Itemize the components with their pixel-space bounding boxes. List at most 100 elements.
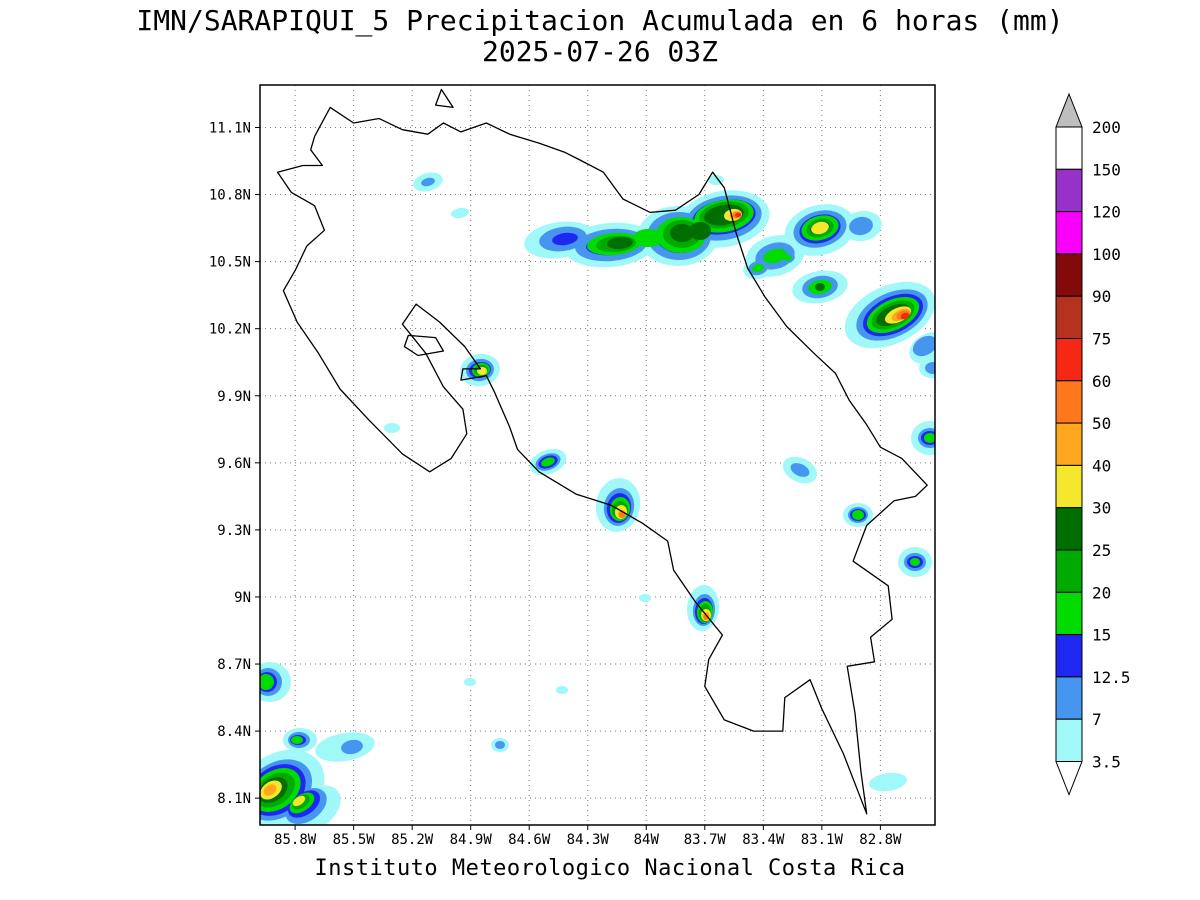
precip-cell bbox=[900, 312, 910, 320]
colorbar-band bbox=[1055, 126, 1083, 170]
precip-cell bbox=[924, 433, 935, 443]
island-outline bbox=[434, 88, 454, 109]
y-tick-label: 8.7N bbox=[217, 657, 251, 673]
colorbar-label: 50 bbox=[1092, 414, 1111, 433]
precip-cell bbox=[260, 674, 274, 690]
precip-cell bbox=[849, 216, 873, 236]
precip-cell bbox=[910, 558, 920, 566]
x-tick-label: 83.4W bbox=[742, 832, 785, 848]
precip-cell bbox=[451, 207, 469, 219]
colorbar-label: 40 bbox=[1092, 456, 1111, 475]
precip-cell bbox=[541, 457, 555, 467]
precip-cell bbox=[263, 784, 277, 796]
caption: Instituto Meteorologico Nacional Costa R… bbox=[314, 856, 905, 881]
precip-cell bbox=[384, 423, 400, 433]
colorbar-band bbox=[1055, 591, 1083, 636]
colorbar-band bbox=[1055, 380, 1083, 424]
precip-cell bbox=[689, 222, 711, 240]
precip-cell bbox=[912, 335, 935, 357]
colorbar-band bbox=[1055, 211, 1083, 255]
axis-labels: 85.8W 85.5W 85.2W 84.9W 84.6W 84.3W 84W 83.7W 83… bbox=[209, 120, 902, 848]
colorbar: 200 150 120 100 90 75 60 50 40 30 25 20 15 12.5 7 3.5 bbox=[1055, 92, 1131, 796]
colorbar-band bbox=[1055, 464, 1083, 509]
precip-cell bbox=[552, 232, 578, 246]
colorbar-label: 60 bbox=[1092, 372, 1111, 391]
colorbar-label: 100 bbox=[1092, 245, 1121, 264]
x-tick-label: 85.5W bbox=[333, 832, 376, 848]
plot-frame bbox=[259, 84, 936, 826]
colorbar-label: 90 bbox=[1092, 287, 1111, 306]
precip-cell bbox=[292, 795, 306, 807]
x-tick-label: 83.1W bbox=[801, 832, 844, 848]
colorbar-band bbox=[1055, 718, 1083, 763]
precip-cell bbox=[815, 283, 825, 291]
x-tick-label: 83.7W bbox=[684, 832, 727, 848]
colorbar-band bbox=[1055, 634, 1083, 678]
y-tick-label: 11.1N bbox=[209, 120, 251, 136]
y-tick-label: 9.9N bbox=[217, 389, 251, 405]
precip-cell bbox=[735, 212, 741, 218]
precip-cell bbox=[477, 367, 487, 375]
colorbar-label: 30 bbox=[1092, 499, 1111, 518]
precip-cell bbox=[421, 177, 435, 187]
x-tick-label: 84.9W bbox=[450, 832, 493, 848]
precip-cell bbox=[752, 263, 764, 273]
precip-cell bbox=[464, 678, 476, 686]
colorbar-band bbox=[1055, 422, 1083, 466]
lat-lon-grid bbox=[260, 85, 935, 825]
colorbar-arrow-bottom bbox=[1055, 761, 1083, 796]
y-tick-label: 10.5N bbox=[209, 255, 251, 271]
precip-cell bbox=[639, 594, 651, 602]
costa-rica-coastline bbox=[276, 106, 928, 815]
colorbar-band bbox=[1055, 549, 1083, 593]
y-tick-label: 9.3N bbox=[217, 523, 251, 539]
colorbar-band bbox=[1055, 253, 1083, 297]
x-tick-label: 82.8W bbox=[859, 832, 902, 848]
precipitation-shading bbox=[260, 172, 935, 825]
precip-cell bbox=[869, 772, 907, 792]
colorbar-label: 3.5 bbox=[1092, 753, 1121, 772]
x-tick-label: 85.8W bbox=[274, 832, 317, 848]
y-tick-label: 10.8N bbox=[209, 188, 251, 204]
colorbar-band bbox=[1055, 295, 1083, 340]
precip-cell bbox=[556, 686, 568, 694]
y-tick-label: 8.4N bbox=[217, 724, 251, 740]
x-tick-label: 84.6W bbox=[508, 832, 551, 848]
precip-cell bbox=[811, 221, 829, 235]
x-tick-label: 84W bbox=[634, 832, 660, 848]
colorbar-label: 15 bbox=[1092, 626, 1111, 645]
y-tick-label: 9N bbox=[234, 590, 251, 606]
precip-cell bbox=[784, 254, 792, 262]
coastline-layer bbox=[276, 88, 928, 815]
title-line-2: 2025-07-26 03Z bbox=[482, 35, 718, 68]
colorbar-label: 75 bbox=[1092, 330, 1111, 349]
precip-cell bbox=[495, 741, 505, 749]
colorbar-label: 12.5 bbox=[1092, 668, 1131, 687]
precip-cell bbox=[790, 463, 810, 477]
colorbar-band bbox=[1055, 168, 1083, 213]
precip-cell bbox=[291, 736, 303, 744]
precip-cell bbox=[852, 510, 864, 520]
precip-cell bbox=[763, 248, 787, 264]
y-tick-label: 8.1N bbox=[217, 791, 251, 807]
colorbar-label: 200 bbox=[1092, 118, 1121, 137]
island-outline bbox=[403, 334, 445, 357]
precip-cell bbox=[607, 236, 633, 250]
colorbar-label: 120 bbox=[1092, 203, 1121, 222]
y-tick-label: 10.2N bbox=[209, 322, 251, 338]
precip-cell bbox=[633, 229, 663, 247]
colorbar-label: 25 bbox=[1092, 541, 1111, 560]
colorbar-label: 7 bbox=[1092, 710, 1102, 729]
precip-cell bbox=[925, 362, 935, 374]
title-line-1: IMN/SARAPIQUI_5 Precipitacion Acumulada … bbox=[136, 4, 1063, 38]
colorbar-band bbox=[1055, 676, 1083, 720]
colorbar-band bbox=[1055, 507, 1083, 551]
x-tick-label: 84.3W bbox=[567, 832, 610, 848]
colorbar-label: 20 bbox=[1092, 583, 1111, 602]
precip-cell bbox=[670, 224, 694, 242]
colorbar-arrow-top bbox=[1055, 92, 1083, 128]
colorbar-band bbox=[1055, 338, 1083, 382]
precip-cell bbox=[341, 739, 363, 755]
